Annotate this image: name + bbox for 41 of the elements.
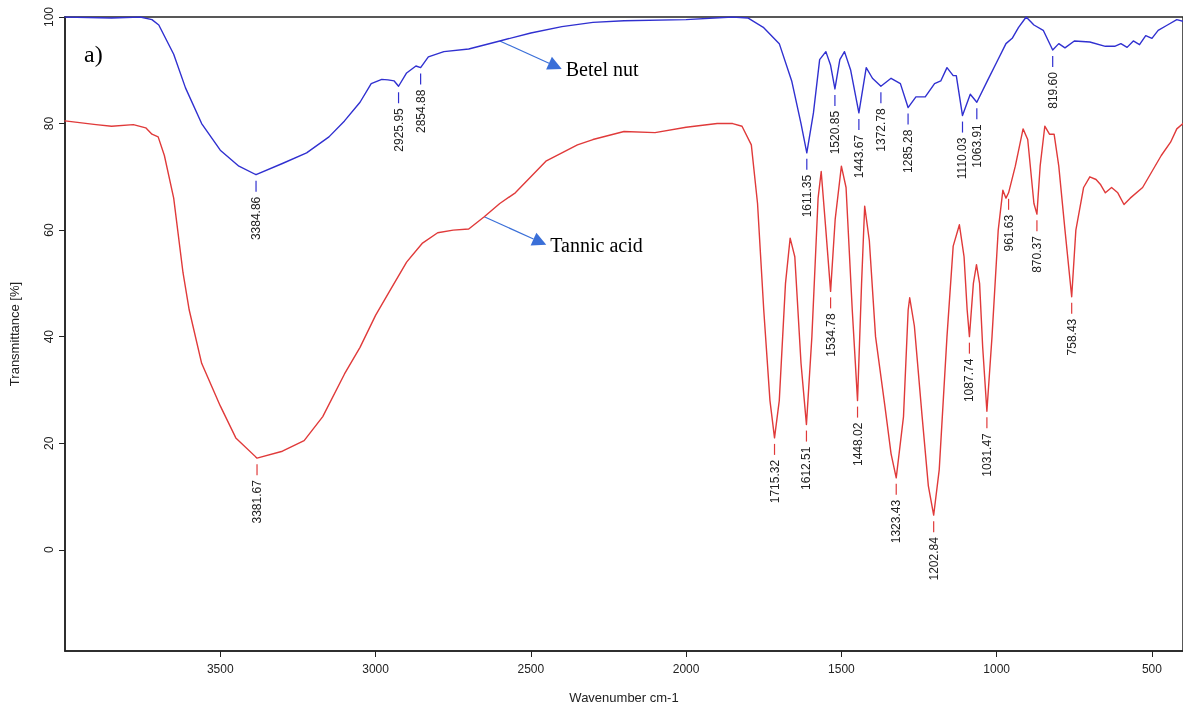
annotation: 1202.84 [926,536,941,581]
text: Tannic acid [550,233,643,256]
x-tick-label: 1500 [828,662,856,676]
y-axis-title: Transmittance [%] [7,281,22,387]
annotation: 1443.67 [851,134,866,179]
annotation: 3381.67 [250,479,265,524]
annotation: 870.37 [1029,235,1044,273]
annotation: 819.60 [1045,71,1060,109]
annotation: 961.63 [1001,214,1016,252]
annotation: 1534.78 [823,313,838,357]
x-tick-label: 1000 [983,662,1011,676]
y-tick-label: 60 [42,223,56,237]
annotation: 1031.47 [979,432,994,477]
y-tick-label: 0 [42,546,56,554]
annotation: a) [84,41,103,67]
annotation: 1063.91 [969,123,984,168]
annotation: 1612.51 [799,446,814,490]
y-tick-label: 20 [42,436,56,450]
annotation: 2854.88 [413,89,428,133]
annotation: 1285.28 [901,129,916,173]
series-label: Betel nut [565,57,639,80]
annotation: 1715.32 [767,459,782,504]
annotation: 1611.35 [799,174,814,218]
y-tick-label: 40 [42,329,56,344]
x-axis-title: Wavenumber cm-1 [569,690,679,705]
x-tick-label: 2000 [672,662,700,676]
annotation: 3384.86 [249,196,264,241]
y-tick-label: 100 [42,6,56,28]
x-tick-label: 3500 [206,662,234,676]
annotation: 1323.43 [889,499,904,544]
annotation: 1520.85 [827,110,842,155]
annotation: 1087.74 [962,358,977,403]
x-tick-label: 3000 [362,662,390,676]
annotation: 2925.95 [391,107,406,152]
x-tick-label: 2500 [517,662,545,676]
annotation: 1110.03 [955,137,970,180]
annotation: 1372.78 [873,107,888,152]
y-tick-label: 80 [42,116,56,131]
annotation: 1448.02 [850,422,865,466]
x-tick-label: 500 [1141,662,1163,676]
annotation: 758.43 [1064,318,1079,356]
